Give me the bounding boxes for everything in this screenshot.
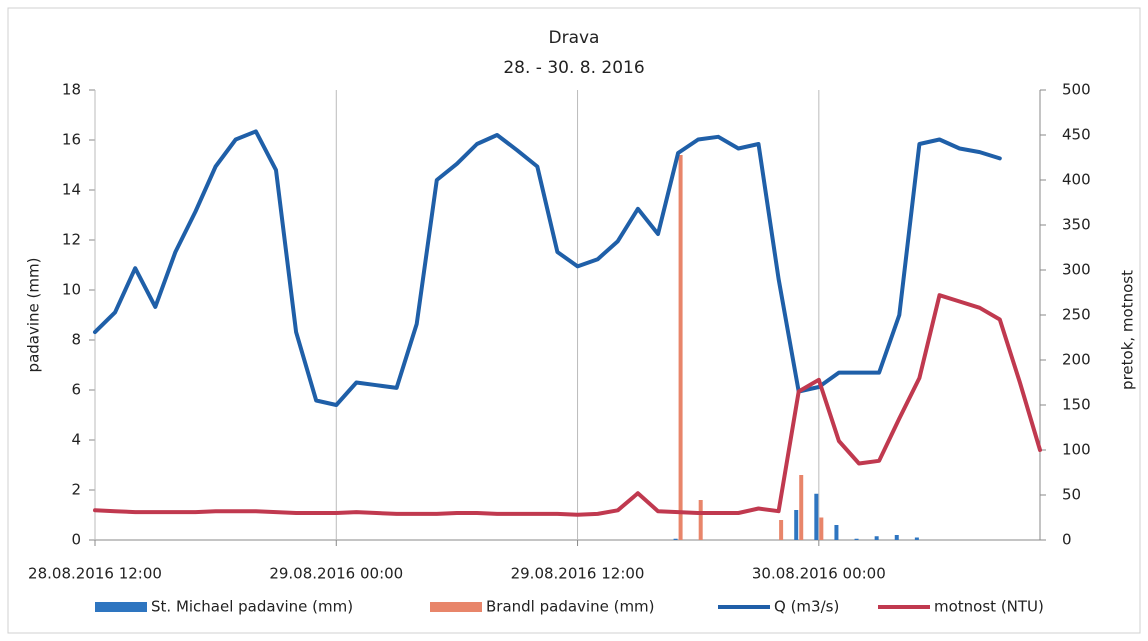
bar [779,520,784,540]
y2-tick-label: 300 [1062,261,1091,279]
y-tick-label: 12 [62,231,81,249]
chart-border [7,7,1141,634]
bar [698,500,703,540]
legend-label: Brandl padavine (mm) [486,598,655,616]
y2-tick-label: 450 [1062,126,1091,144]
x-tick-label: 30.08.2016 00:00 [752,565,886,583]
y-tick-label: 0 [71,531,81,549]
x-tick-label: 28.08.2016 12:00 [28,565,162,583]
y-tick-label: 14 [62,181,81,199]
legend-label: Q (m3/s) [774,598,839,616]
y2-tick-label: 500 [1062,81,1091,99]
y2-tick-label: 200 [1062,351,1091,369]
y-tick-label: 8 [71,331,81,349]
y2-tick-label: 350 [1062,216,1091,234]
chart-title: Drava [549,28,600,48]
legend-label: motnost (NTU) [934,598,1044,616]
chart-subtitle: 28. - 30. 8. 2016 [503,58,644,78]
y-tick-label: 10 [62,281,81,299]
y2-tick-label: 100 [1062,441,1091,459]
y-tick-label: 6 [71,381,81,399]
bar [819,517,824,540]
bar [854,538,859,540]
y-tick-label: 18 [62,81,81,99]
y2-tick-label: 50 [1062,486,1081,504]
y-tick-label: 2 [71,481,81,499]
legend-label: St. Michael padavine (mm) [151,598,353,616]
line [93,129,1002,407]
bar [834,525,839,540]
bar [894,535,899,540]
y-tick-label: 4 [71,431,81,449]
legend-swatch [95,602,147,612]
x-tick-label: 29.08.2016 00:00 [269,565,403,583]
bar [914,537,919,540]
bar [799,475,804,540]
legend-swatch [430,602,482,612]
y2-axis-title: pretok, motnost [1119,270,1137,390]
line [93,293,1042,517]
x-tick-label: 29.08.2016 12:00 [511,565,645,583]
y-tick-label: 16 [62,131,81,149]
y-axis-title: padavine (mm) [25,258,43,373]
bar [814,493,819,540]
y2-tick-label: 250 [1062,306,1091,324]
y2-tick-label: 0 [1062,531,1072,549]
bar [673,538,678,540]
y2-tick-label: 150 [1062,396,1091,414]
y2-tick-label: 400 [1062,171,1091,189]
bar [794,510,799,540]
bar [678,155,683,540]
bar [874,536,879,540]
